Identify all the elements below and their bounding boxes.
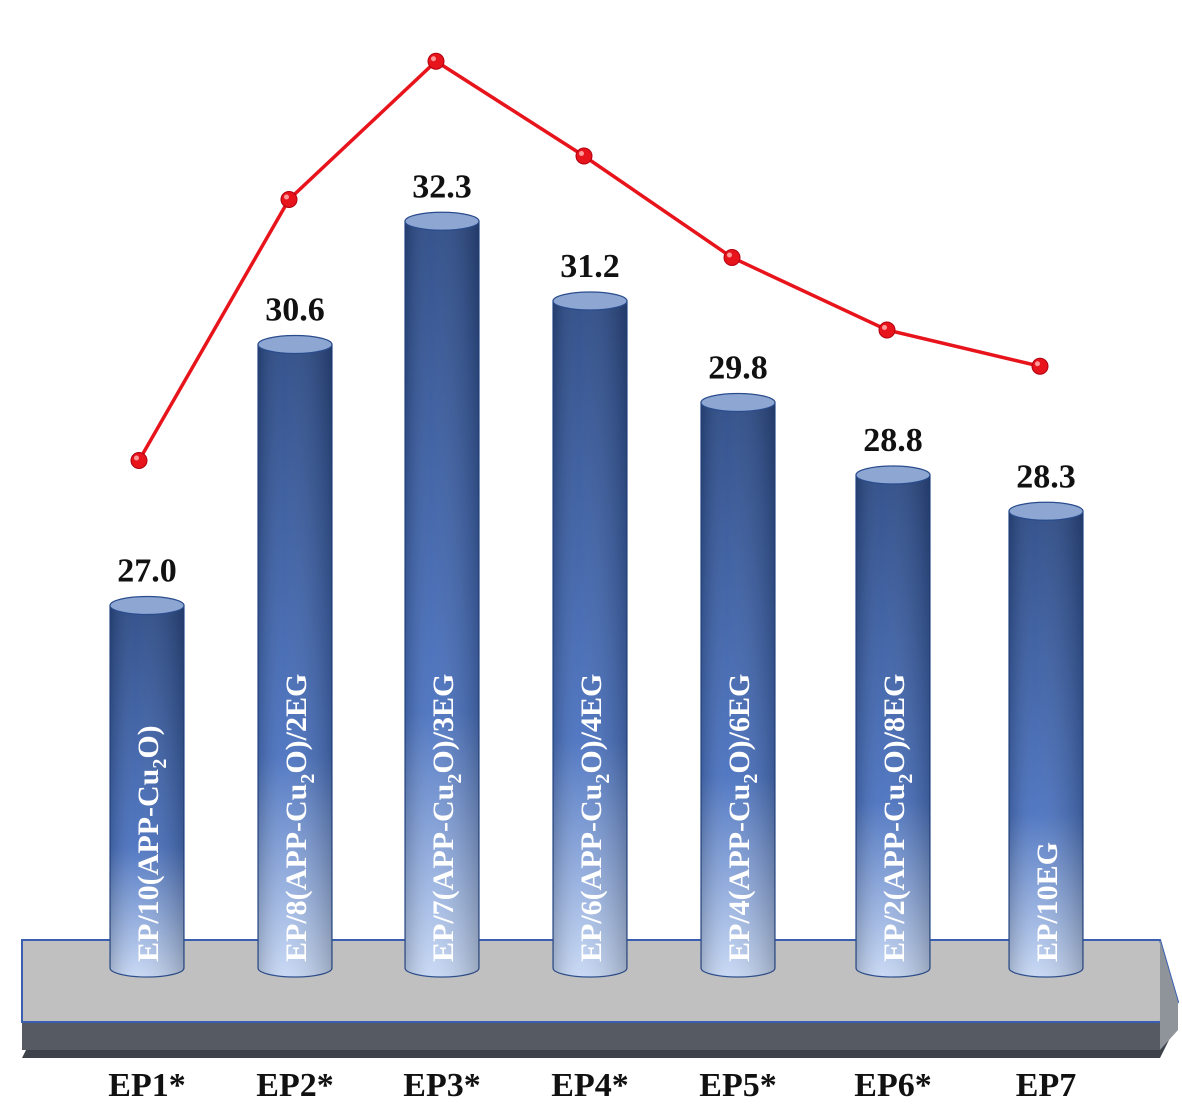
- bar-shade: [405, 221, 479, 977]
- bar-shade: [258, 344, 332, 977]
- bar-cap: [404, 211, 480, 231]
- line-point: [723, 249, 741, 266]
- value-label: 32.3: [412, 168, 472, 205]
- bar-text: EP/2(APP-Cu2O)/8EG: [878, 674, 917, 962]
- bar-text: EP/8(APP-Cu2O)/2EG: [280, 674, 319, 962]
- bar-7: EP/10EG: [1008, 501, 1084, 978]
- bars-group: EP/10(APP-Cu2O) EP/8(APP-Cu2O)/2EG EP/7(AP…: [109, 211, 1084, 978]
- category-label: EP4*: [551, 1067, 628, 1104]
- value-label: 28.8: [863, 422, 923, 459]
- bar-text: EP/7(APP-Cu2O)/3EG: [427, 674, 466, 962]
- bar-shade: [553, 301, 627, 977]
- line-point: [130, 452, 148, 469]
- line-point-highlight: [284, 194, 289, 200]
- line-point: [575, 147, 593, 165]
- bar-5: EP/4(APP-Cu2O)/6EG: [700, 392, 776, 978]
- category-label: EP7: [1016, 1067, 1076, 1104]
- bar-shade: [1009, 511, 1083, 977]
- value-label: 28.3: [1016, 458, 1076, 495]
- bar-4: EP/6(APP-Cu2O)/4EG: [552, 291, 628, 978]
- line-point-highlight: [882, 325, 887, 330]
- bar-2: EP/8(APP-Cu2O)/2EG: [257, 334, 333, 978]
- value-label: 31.2: [560, 248, 620, 285]
- bar-text: EP/10EG: [1031, 842, 1064, 962]
- platform-side: [1160, 940, 1178, 1050]
- line-point-highlight: [727, 252, 732, 258]
- platform-front: [22, 1022, 1160, 1050]
- bar-text: EP/6(APP-Cu2O)/4EG: [575, 674, 614, 962]
- bar-cap: [552, 291, 628, 311]
- line-point: [878, 321, 896, 339]
- bar-cap: [257, 334, 333, 355]
- bar-cap: [855, 465, 931, 485]
- bar-cap: [109, 595, 185, 616]
- bar-cap: [700, 392, 776, 413]
- line-point: [1031, 357, 1049, 375]
- bar-text: EP/4(APP-Cu2O)/6EG: [723, 674, 762, 962]
- bar-shade: [110, 605, 184, 977]
- value-label: 27.0: [117, 553, 177, 590]
- line-point-highlight: [579, 151, 584, 156]
- bar-shade: [701, 402, 775, 977]
- value-label: 30.6: [265, 292, 325, 329]
- category-label: EP1*: [108, 1067, 185, 1104]
- line-point: [280, 191, 298, 208]
- bar-shade: [856, 475, 930, 977]
- bar-3: EP/7(APP-Cu2O)/3EG: [404, 211, 480, 978]
- category-label: EP2*: [256, 1067, 333, 1104]
- line-series: [130, 52, 1049, 469]
- bar-text: EP/10(APP-Cu2O): [132, 725, 171, 962]
- line-point: [427, 52, 445, 70]
- category-label: EP3*: [403, 1067, 480, 1104]
- bar-1: EP/10(APP-Cu2O): [109, 595, 185, 978]
- value-label: 29.8: [708, 350, 768, 387]
- bar-cap: [1008, 501, 1084, 521]
- category-label: EP5*: [699, 1067, 776, 1104]
- line-point-highlight: [431, 56, 436, 62]
- category-label: EP6*: [854, 1067, 931, 1104]
- labels-group: 27.0 EP1* 30.6 EP2* 32.3 EP3* 31.2 EP4* 29.8 EP5*…: [108, 168, 1076, 1104]
- line-point-highlight: [134, 455, 139, 461]
- line-point-highlight: [1035, 361, 1040, 367]
- bar-6: EP/2(APP-Cu2O)/8EG: [855, 465, 931, 978]
